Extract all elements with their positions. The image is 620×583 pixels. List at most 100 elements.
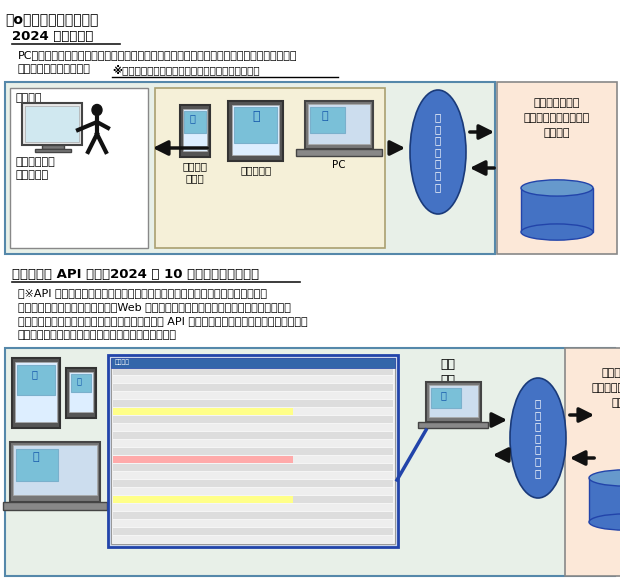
FancyBboxPatch shape: [113, 496, 393, 503]
FancyBboxPatch shape: [113, 480, 393, 487]
FancyBboxPatch shape: [3, 502, 107, 510]
FancyBboxPatch shape: [111, 358, 395, 368]
FancyBboxPatch shape: [426, 382, 481, 422]
FancyBboxPatch shape: [5, 82, 495, 254]
Text: 治: 治: [252, 110, 260, 123]
Text: 治: 治: [33, 452, 39, 462]
FancyBboxPatch shape: [16, 449, 58, 481]
Text: PC・スマートフォン・タブレットにアプリをインストール、アプリで患者の保険証資格情報: PC・スマートフォン・タブレットにアプリをインストール、アプリで患者の保険証資格…: [18, 50, 298, 60]
Text: 厚労省から API 提供（2024 年 10 月以降）後（予定）: 厚労省から API 提供（2024 年 10 月以降）後（予定）: [12, 268, 259, 281]
Text: ソフトウェアやプログラム、Web サービスの間をつなぐインターフェースのこと。: ソフトウェアやプログラム、Web サービスの間をつなぐインターフェースのこと。: [18, 302, 291, 312]
Text: レセコン: レセコン: [16, 93, 43, 103]
FancyBboxPatch shape: [184, 111, 206, 133]
FancyBboxPatch shape: [66, 368, 96, 418]
Text: システム: システム: [612, 398, 620, 408]
Ellipse shape: [510, 378, 566, 498]
FancyBboxPatch shape: [113, 520, 393, 527]
FancyBboxPatch shape: [589, 478, 620, 522]
Text: オンライン資格確認等: オンライン資格確認等: [592, 383, 620, 393]
FancyBboxPatch shape: [310, 107, 345, 133]
Text: 2024 年４月時点: 2024 年４月時点: [12, 30, 94, 43]
FancyBboxPatch shape: [305, 101, 373, 149]
Ellipse shape: [521, 224, 593, 240]
Text: システム: システム: [544, 128, 570, 138]
FancyBboxPatch shape: [13, 445, 97, 495]
FancyBboxPatch shape: [183, 109, 207, 151]
FancyBboxPatch shape: [113, 488, 393, 495]
Text: ※一度画面を閉じると再度カードの読み取りが必要: ※一度画面を閉じると再度カードの読み取りが必要: [112, 64, 260, 75]
FancyBboxPatch shape: [431, 388, 461, 408]
FancyBboxPatch shape: [234, 107, 277, 143]
FancyBboxPatch shape: [565, 348, 620, 576]
FancyBboxPatch shape: [232, 105, 279, 155]
FancyBboxPatch shape: [113, 504, 393, 511]
FancyBboxPatch shape: [113, 496, 293, 503]
FancyBboxPatch shape: [17, 365, 55, 395]
Text: 患者登録: 患者登録: [115, 359, 130, 364]
FancyBboxPatch shape: [521, 188, 593, 232]
Text: スマート
フォン: スマート フォン: [182, 161, 208, 184]
FancyBboxPatch shape: [12, 358, 60, 428]
Text: 治: 治: [76, 377, 81, 386]
Ellipse shape: [589, 470, 620, 486]
Text: 治: 治: [322, 111, 329, 121]
FancyBboxPatch shape: [113, 432, 393, 439]
Text: 《oン資利用イメージ》: 《oン資利用イメージ》: [5, 13, 99, 27]
FancyBboxPatch shape: [113, 448, 393, 455]
FancyBboxPatch shape: [111, 358, 395, 544]
FancyBboxPatch shape: [113, 536, 393, 543]
Text: 資格確認限定型: 資格確認限定型: [534, 98, 580, 108]
FancyBboxPatch shape: [113, 400, 393, 407]
FancyBboxPatch shape: [113, 368, 393, 375]
Text: イ
ン
タ
ー
ネ
ッ
ト: イ ン タ ー ネ ッ ト: [435, 112, 441, 192]
Text: アプリによる資格確認に加え、レセコン経由で API を使用、アプリでログインすればデータ: アプリによる資格確認に加え、レセコン経由で API を使用、アプリでログインすれ…: [18, 316, 308, 326]
FancyBboxPatch shape: [296, 149, 382, 156]
FancyBboxPatch shape: [113, 456, 393, 463]
FancyBboxPatch shape: [35, 149, 71, 152]
Ellipse shape: [589, 514, 620, 530]
FancyBboxPatch shape: [15, 362, 57, 422]
FancyBboxPatch shape: [180, 105, 210, 157]
Text: タブレット: タブレット: [241, 165, 272, 175]
FancyBboxPatch shape: [113, 456, 293, 463]
FancyBboxPatch shape: [113, 376, 393, 383]
FancyBboxPatch shape: [113, 408, 393, 415]
FancyBboxPatch shape: [497, 82, 617, 254]
FancyBboxPatch shape: [113, 424, 393, 431]
FancyBboxPatch shape: [308, 104, 370, 144]
FancyBboxPatch shape: [155, 88, 385, 248]
FancyBboxPatch shape: [113, 512, 393, 519]
FancyBboxPatch shape: [10, 442, 100, 502]
Text: イ
ン
タ
ー
ネ
ッ
ト: イ ン タ ー ネ ッ ト: [535, 398, 541, 478]
Text: オンライン資格確認等: オンライン資格確認等: [524, 113, 590, 123]
FancyBboxPatch shape: [429, 385, 478, 417]
FancyBboxPatch shape: [113, 472, 393, 479]
Ellipse shape: [92, 104, 102, 115]
FancyBboxPatch shape: [42, 145, 64, 149]
FancyBboxPatch shape: [113, 392, 393, 399]
FancyBboxPatch shape: [108, 355, 398, 547]
Text: レセ
コン: レセ コン: [440, 358, 456, 387]
FancyBboxPatch shape: [69, 372, 93, 412]
FancyBboxPatch shape: [71, 374, 91, 392]
FancyBboxPatch shape: [22, 103, 82, 145]
FancyBboxPatch shape: [25, 106, 79, 142]
Text: 治: 治: [31, 369, 37, 379]
FancyBboxPatch shape: [418, 422, 488, 428]
FancyBboxPatch shape: [113, 416, 393, 423]
Ellipse shape: [410, 90, 466, 214]
FancyBboxPatch shape: [10, 88, 148, 248]
Text: PC: PC: [332, 160, 346, 170]
FancyBboxPatch shape: [113, 408, 293, 415]
FancyBboxPatch shape: [228, 101, 283, 161]
Text: ※API とは・・アプリケーション・プログラミング・インターフェースの略。: ※API とは・・アプリケーション・プログラミング・インターフェースの略。: [18, 288, 267, 298]
FancyBboxPatch shape: [113, 440, 393, 447]
Text: 手入力でレセ
コンに転記: 手入力でレセ コンに転記: [16, 157, 56, 180]
FancyBboxPatch shape: [113, 384, 393, 391]
FancyBboxPatch shape: [5, 348, 615, 576]
Text: 資格確認限定型: 資格確認限定型: [602, 368, 620, 378]
Text: を確認し、手入力で転記: を確認し、手入力で転記: [18, 64, 91, 74]
FancyBboxPatch shape: [113, 528, 393, 535]
Ellipse shape: [521, 180, 593, 196]
Text: 治: 治: [440, 390, 446, 400]
